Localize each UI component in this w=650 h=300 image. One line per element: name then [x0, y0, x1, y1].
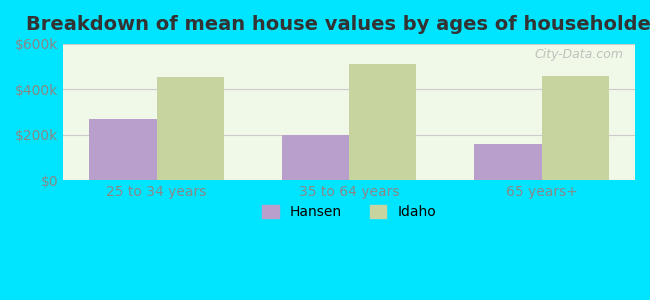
Text: City-Data.com: City-Data.com [535, 48, 623, 61]
Legend: Hansen, Idaho: Hansen, Idaho [257, 200, 442, 225]
Bar [89, 119, 157, 180]
Title: Breakdown of mean house values by ages of householders: Breakdown of mean house values by ages o… [26, 15, 650, 34]
Bar [541, 76, 609, 180]
Bar [349, 64, 417, 180]
Bar [474, 144, 541, 180]
Bar [281, 135, 349, 180]
Bar [157, 77, 224, 180]
